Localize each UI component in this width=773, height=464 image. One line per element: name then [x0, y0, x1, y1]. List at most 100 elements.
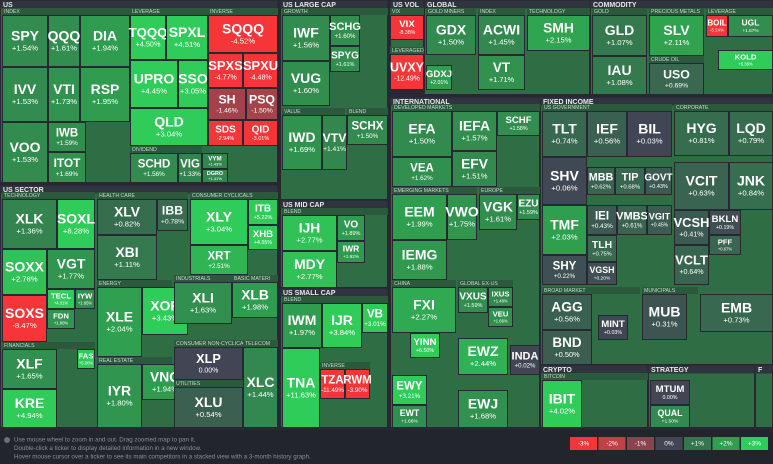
- etf-tile[interactable]: [542, 330, 592, 365]
- etf-tile[interactable]: [587, 167, 615, 195]
- etf-tile[interactable]: [587, 111, 627, 157]
- etf-tile[interactable]: [650, 405, 690, 428]
- etf-tile[interactable]: [650, 380, 690, 405]
- etf-tile[interactable]: [178, 153, 202, 183]
- etf-tile[interactable]: [587, 262, 617, 285]
- etf-tile[interactable]: [362, 303, 388, 333]
- etf-tile[interactable]: [47, 309, 75, 329]
- etf-tile[interactable]: [674, 245, 709, 285]
- etf-tile[interactable]: [392, 375, 427, 405]
- etf-tile[interactable]: [248, 225, 278, 250]
- etf-tile[interactable]: [426, 65, 452, 90]
- etf-tile[interactable]: [345, 369, 370, 399]
- etf-tile[interactable]: [178, 60, 208, 108]
- etf-tile[interactable]: [246, 88, 278, 120]
- etf-tile[interactable]: [202, 153, 228, 169]
- etf-tile[interactable]: [190, 245, 248, 275]
- etf-tile[interactable]: [392, 111, 452, 157]
- etf-tile[interactable]: [322, 115, 347, 170]
- etf-tile[interactable]: [542, 294, 592, 330]
- etf-tile[interactable]: [77, 349, 95, 369]
- etf-tile[interactable]: [80, 67, 130, 122]
- etf-tile[interactable]: [542, 111, 587, 157]
- etf-tile[interactable]: [649, 15, 704, 56]
- etf-tile[interactable]: [392, 240, 447, 280]
- etf-tile[interactable]: [488, 307, 513, 327]
- etf-tile[interactable]: [174, 347, 243, 380]
- etf-tile[interactable]: [208, 53, 243, 88]
- etf-tile[interactable]: [282, 215, 337, 251]
- etf-tile[interactable]: [2, 295, 47, 342]
- etf-tile[interactable]: [392, 287, 456, 333]
- etf-tile[interactable]: [709, 210, 741, 235]
- etf-tile[interactable]: [2, 122, 48, 183]
- etf-tile[interactable]: [709, 235, 741, 255]
- etf-tile[interactable]: [130, 153, 178, 183]
- etf-tile[interactable]: [48, 67, 80, 122]
- etf-tile[interactable]: [592, 56, 647, 95]
- etf-tile[interactable]: [649, 63, 704, 95]
- etf-tile[interactable]: [674, 210, 709, 245]
- etf-tile[interactable]: [447, 194, 477, 240]
- etf-tile[interactable]: [208, 88, 246, 120]
- etf-tile[interactable]: [282, 61, 330, 106]
- etf-tile[interactable]: [208, 15, 278, 53]
- etf-tile[interactable]: [80, 15, 130, 67]
- etf-tile[interactable]: [190, 199, 248, 245]
- etf-tile[interactable]: [248, 199, 278, 225]
- etf-tile[interactable]: [542, 380, 582, 428]
- etf-tile[interactable]: [390, 15, 424, 40]
- etf-tile[interactable]: [488, 287, 513, 307]
- etf-tile[interactable]: [674, 111, 729, 156]
- etf-tile[interactable]: [243, 347, 278, 428]
- etf-tile[interactable]: [592, 15, 647, 56]
- etf-tile[interactable]: [542, 255, 587, 285]
- etf-tile[interactable]: [587, 205, 617, 235]
- etf-tile[interactable]: [130, 15, 166, 60]
- etf-tile[interactable]: [174, 282, 232, 324]
- etf-tile[interactable]: [2, 199, 57, 249]
- etf-tile[interactable]: [48, 122, 86, 152]
- etf-tile[interactable]: [282, 251, 337, 288]
- etf-tile[interactable]: [642, 294, 687, 340]
- etf-tile[interactable]: [497, 111, 540, 136]
- etf-tile[interactable]: [97, 235, 157, 280]
- etf-tile[interactable]: [202, 169, 228, 183]
- etf-tile[interactable]: [97, 364, 142, 428]
- etf-tile[interactable]: [479, 194, 517, 230]
- etf-tile[interactable]: [337, 241, 365, 263]
- etf-tile[interactable]: [47, 249, 95, 289]
- etf-tile[interactable]: [157, 199, 188, 231]
- etf-tile[interactable]: [282, 115, 322, 170]
- etf-tile[interactable]: [517, 194, 540, 220]
- etf-tile[interactable]: [2, 349, 57, 389]
- etf-tile[interactable]: [706, 15, 728, 37]
- etf-tile[interactable]: [330, 15, 360, 46]
- etf-tile[interactable]: [174, 387, 243, 428]
- etf-tile[interactable]: [75, 289, 95, 309]
- etf-tile[interactable]: [587, 235, 617, 262]
- etf-tile[interactable]: [282, 15, 330, 61]
- etf-tile[interactable]: [645, 167, 672, 195]
- etf-tile[interactable]: [243, 120, 278, 146]
- etf-tile[interactable]: [2, 389, 57, 428]
- etf-tile[interactable]: [647, 205, 672, 235]
- etf-tile[interactable]: [392, 405, 427, 428]
- etf-tile[interactable]: [674, 162, 729, 210]
- etf-tile[interactable]: [282, 303, 322, 348]
- etf-tile[interactable]: [542, 205, 587, 255]
- etf-tile[interactable]: [390, 54, 424, 90]
- etf-tile[interactable]: [452, 151, 497, 187]
- etf-tile[interactable]: [2, 15, 48, 67]
- etf-tile[interactable]: [57, 199, 95, 249]
- etf-tile[interactable]: [598, 315, 628, 340]
- etf-tile[interactable]: [615, 167, 645, 195]
- etf-tile[interactable]: [2, 67, 48, 122]
- etf-tile[interactable]: [2, 249, 47, 295]
- etf-tile[interactable]: [426, 15, 476, 55]
- etf-tile[interactable]: [97, 199, 157, 235]
- etf-tile[interactable]: [130, 108, 208, 146]
- etf-tile[interactable]: [47, 289, 75, 309]
- etf-tile[interactable]: [282, 348, 320, 428]
- etf-tile[interactable]: [330, 46, 360, 72]
